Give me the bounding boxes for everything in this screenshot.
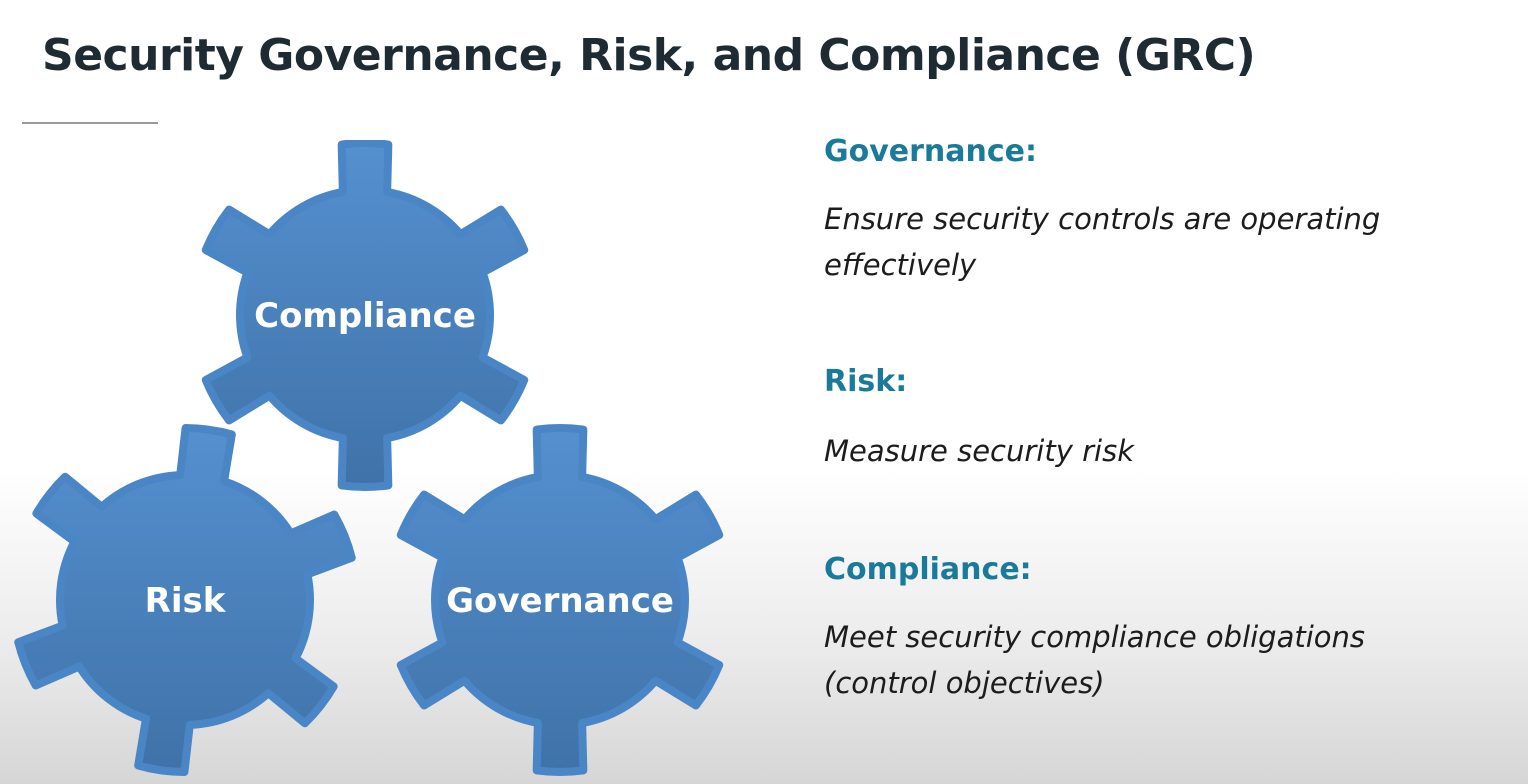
grc-gears-diagram: Compliance Risk Governance: [14, 140, 724, 776]
definition-desc-risk: Measure security risk: [824, 434, 1134, 468]
gear-compliance-shape: [201, 140, 529, 491]
gear-compliance: Compliance: [201, 140, 529, 491]
definition-term-governance: Governance:: [824, 134, 1038, 169]
gear-governance-label: Governance: [446, 581, 674, 621]
gear-compliance-label: Compliance: [254, 296, 476, 336]
gear-risk-shape: [14, 424, 356, 776]
definition-term-risk: Risk:: [824, 364, 908, 399]
gear-governance-shape: [396, 424, 724, 776]
definitions-panel: Governance: Ensure security controls are…: [824, 0, 1504, 784]
title-underline: [22, 122, 158, 124]
definition-desc-compliance: Meet security compliance obligations (co…: [824, 620, 1366, 700]
definition-term-compliance: Compliance:: [824, 552, 1032, 587]
gear-risk-label: Risk: [145, 581, 227, 621]
slide-title: Security Governance, Risk, and Complianc…: [42, 30, 1256, 81]
gear-governance: Governance: [396, 424, 724, 776]
definition-desc-governance: Ensure security controls are operating e…: [824, 202, 1381, 282]
gear-risk: Risk: [14, 424, 356, 776]
